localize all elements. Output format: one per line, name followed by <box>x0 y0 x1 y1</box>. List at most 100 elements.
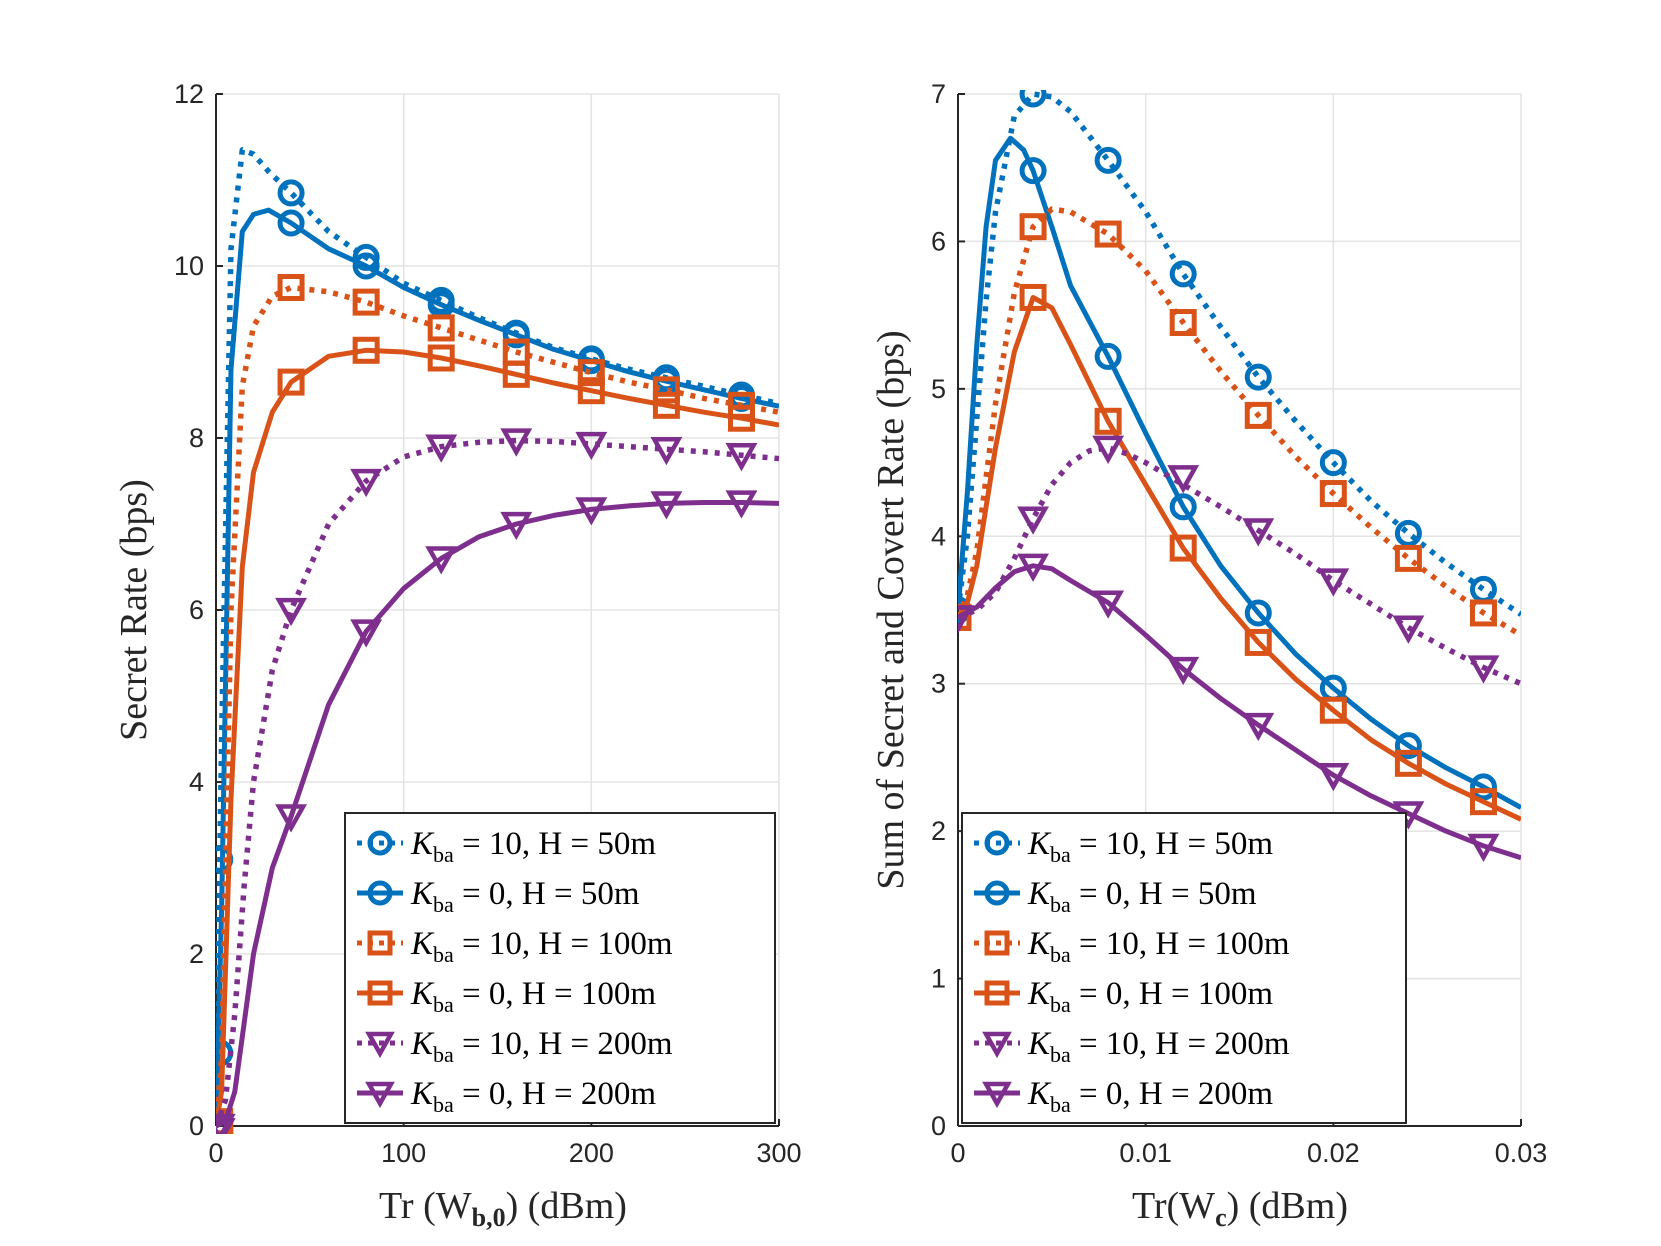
series-5-marker <box>1242 518 1275 547</box>
series-1-marker <box>1319 449 1347 477</box>
series-2-marker <box>1019 157 1047 185</box>
series-4-marker <box>502 360 530 388</box>
series-4-marker <box>1319 696 1347 724</box>
series-3-marker <box>577 359 605 387</box>
x-tick-label: 300 <box>756 1138 801 1168</box>
legend-label-6: Kba = 0, H = 200m <box>1027 1076 1273 1117</box>
y-tick-label: 8 <box>189 423 204 453</box>
series-4-marker <box>1394 749 1422 777</box>
series-2-marker <box>1469 773 1497 801</box>
series-line-4 <box>216 347 779 1127</box>
series-5-marker <box>500 428 533 457</box>
legend-label-3: Kba = 10, H = 100m <box>410 926 673 967</box>
series-line-5 <box>958 445 1521 687</box>
series-4-marker <box>958 603 972 631</box>
series-4-marker <box>352 336 380 364</box>
legend-marker-1 <box>367 830 393 856</box>
series-5-marker <box>425 434 458 463</box>
series-4-marker <box>1244 628 1272 656</box>
y-tick-label: 6 <box>189 595 204 625</box>
y-tick-label: 0 <box>189 1111 204 1141</box>
legend-marker-3 <box>984 930 1010 956</box>
legend-label-2: Kba = 0, H = 50m <box>410 876 640 917</box>
series-1-marker <box>1469 575 1497 603</box>
x-axis-label-main: Tr(W <box>1132 1185 1215 1227</box>
series-2-marker <box>1169 493 1197 521</box>
series-6-marker <box>1017 553 1050 582</box>
x-axis-label-main: Tr (W <box>379 1185 472 1227</box>
x-axis-label-sub: b,0 <box>472 1203 506 1232</box>
series-6-marker <box>1092 590 1125 619</box>
series-4-marker <box>1019 283 1047 311</box>
series-4-marker <box>652 391 680 419</box>
series-2-marker <box>1094 342 1122 370</box>
x-tick-label: 100 <box>381 1138 426 1168</box>
series-4-marker <box>1094 407 1122 435</box>
series-6-marker <box>575 497 608 526</box>
series-3-marker <box>277 274 305 301</box>
series-6-marker <box>350 619 383 648</box>
y-tick-label: 2 <box>189 939 204 969</box>
series-3-marker <box>1094 220 1122 248</box>
series-3-marker <box>1244 401 1272 429</box>
series-6-marker <box>1317 762 1350 792</box>
x-tick-label: 200 <box>569 1138 614 1168</box>
x-tick-label: 0.02 <box>1307 1138 1360 1168</box>
legend-box <box>961 812 1407 1124</box>
legend: Kba = 10, H = 50m Kba = 0, H = 50m Kba = 1… <box>344 812 776 1124</box>
legend-label-4: Kba = 0, H = 100m <box>1027 976 1273 1017</box>
series-3-marker <box>352 288 380 316</box>
y-tick-label: 7 <box>931 79 946 109</box>
series-5-marker <box>1092 435 1125 464</box>
legend-label-5: Kba = 10, H = 200m <box>410 1026 673 1067</box>
series-1-marker <box>1394 519 1422 547</box>
x-tick-label: 0.01 <box>1119 1138 1172 1168</box>
y-tick-label: 3 <box>931 669 946 699</box>
series-4-marker <box>577 377 605 405</box>
series-6-marker <box>1167 656 1200 686</box>
x-axis-label-tail: ) (dBm) <box>1227 1185 1348 1227</box>
series-3-marker <box>652 376 680 404</box>
y-tick-label: 5 <box>931 374 946 404</box>
series-3-marker <box>1169 309 1197 337</box>
series-3-marker <box>1394 544 1422 572</box>
chart-panel-1: 0 100 200 300 0 2 4 6 8 10 12 Tr (Wb,0) (dBm) Secret… <box>113 79 802 1232</box>
legend-marker-2 <box>984 880 1010 906</box>
series-5-marker <box>350 468 383 498</box>
series-4-marker <box>727 404 755 432</box>
series-3-marker <box>1019 213 1047 241</box>
y-tick-label: 12 <box>174 79 204 109</box>
x-axis-label: Tr(Wc) (dBm) <box>1132 1185 1348 1232</box>
y-tick-label: 10 <box>174 251 204 281</box>
series-6-marker <box>425 546 458 575</box>
series-5-marker <box>1392 615 1425 644</box>
series-4-marker <box>427 344 455 372</box>
x-tick-label: 0 <box>950 1138 965 1168</box>
series-2-marker <box>1394 732 1422 760</box>
x-axis-label: Tr (Wb,0) (dBm) <box>379 1185 627 1232</box>
series-line-3 <box>958 206 1521 638</box>
y-tick-label: 4 <box>189 767 204 797</box>
y-tick-label: 1 <box>931 964 946 994</box>
series-2-marker <box>502 321 530 349</box>
x-tick-label: 0 <box>208 1138 223 1168</box>
series-6-marker <box>216 1118 236 1134</box>
series-1-marker <box>277 179 305 207</box>
legend-label-1: Kba = 10, H = 50m <box>410 826 656 867</box>
series-5-marker <box>1167 465 1200 494</box>
series-2-marker <box>277 209 305 237</box>
legend-label-6: Kba = 0, H = 200m <box>410 1076 656 1117</box>
series-2-marker <box>1244 599 1272 627</box>
series-5-marker <box>275 597 308 627</box>
series-4-marker <box>277 368 305 396</box>
series-line-2 <box>958 135 1521 810</box>
series-group <box>216 147 779 1134</box>
legend-marker-1 <box>984 830 1010 856</box>
series-1-marker <box>1019 90 1047 108</box>
series-1-marker <box>1169 260 1197 288</box>
y-tick-label: 6 <box>931 226 946 256</box>
y-axis-label: Secret Rate (bps) <box>113 479 155 741</box>
series-6-marker <box>500 511 533 541</box>
legend-marker-5 <box>365 1031 395 1059</box>
series-3-marker <box>1319 480 1347 508</box>
